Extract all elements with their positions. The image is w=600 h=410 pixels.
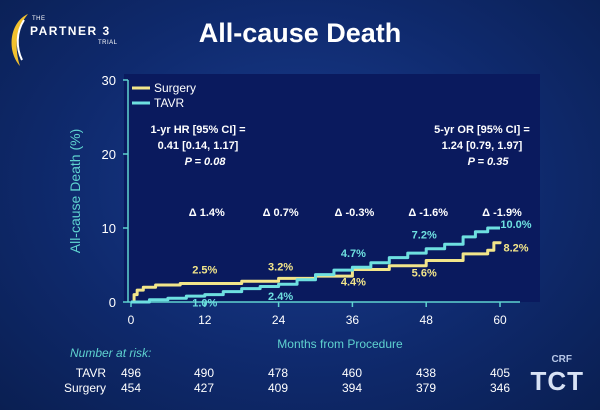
- delta-label: Δ -0.3%: [335, 207, 375, 219]
- risk-value: 490: [193, 366, 215, 380]
- risk-row-label: Surgery: [63, 381, 106, 395]
- risk-row-tavr: TAVR 496 490 478 460 438 405: [0, 366, 600, 380]
- delta-label: Δ -1.9%: [482, 207, 522, 219]
- delta-label: Δ 0.7%: [263, 207, 299, 219]
- risk-value: 346: [489, 381, 511, 395]
- risk-value: 405: [489, 366, 511, 380]
- risk-value: 394: [341, 381, 363, 395]
- logo-swoosh-icon: [11, 14, 28, 66]
- x-tick-label: 60: [493, 313, 507, 327]
- data-label: 2.4%: [268, 291, 293, 303]
- tct-text: TCT: [530, 366, 584, 396]
- chart-title: All-cause Death: [198, 18, 402, 48]
- legend: Surgery TAVR: [132, 81, 196, 110]
- partner3-logo: THE PARTNER 3 TRIAL: [6, 8, 126, 78]
- risk-table-title: Number at risk:: [70, 346, 152, 360]
- stat-left-line2: 0.41 [0.14, 1.17]: [158, 140, 239, 152]
- tavr-line: [131, 226, 500, 304]
- risk-row-label: TAVR: [75, 366, 106, 380]
- risk-value: 478: [267, 366, 289, 380]
- risk-value: 438: [415, 366, 437, 380]
- logo-partner: PARTNER 3: [30, 24, 111, 38]
- crf-text: CRF: [551, 354, 572, 365]
- data-label: 1.0%: [192, 298, 217, 310]
- data-label: 5.6%: [412, 268, 437, 280]
- risk-value: 379: [415, 381, 437, 395]
- y-tick-label: 30: [102, 73, 116, 88]
- stat-left-line1: 1-yr HR [95% CI] =: [150, 124, 245, 136]
- x-tick-label: 48: [420, 313, 434, 327]
- x-tick-label: 12: [198, 313, 212, 327]
- crf-tct-logo: CRF TCT: [522, 350, 594, 406]
- risk-row-surgery: Surgery 454 427 409 394 379 346: [0, 381, 600, 395]
- risk-value: 409: [267, 381, 289, 395]
- data-label: 8.2%: [503, 242, 528, 254]
- logo-trial: TRIAL: [98, 40, 118, 46]
- legend-label-tavr: TAVR: [154, 96, 185, 110]
- x-tick-label: 36: [346, 313, 360, 327]
- stat-left-line3: P = 0.08: [185, 156, 227, 168]
- plot-area: [124, 74, 540, 302]
- y-axis-label: All-cause Death (%): [67, 129, 83, 254]
- legend-label-surgery: Surgery: [154, 81, 196, 95]
- data-label: 3.2%: [268, 261, 293, 273]
- risk-value: 496: [120, 366, 142, 380]
- risk-value: 460: [341, 366, 363, 380]
- x-tick-label: 24: [272, 313, 286, 327]
- x-axis-label: Months from Procedure: [277, 337, 403, 351]
- y-tick-label: 0: [109, 295, 116, 310]
- delta-label: Δ -1.6%: [408, 207, 448, 219]
- data-label: 4.4%: [341, 276, 366, 288]
- y-tick-label: 20: [102, 147, 116, 162]
- delta-label: Δ 1.4%: [189, 207, 225, 219]
- logo-the: THE: [32, 16, 46, 22]
- stat-right-line3: P = 0.35: [468, 156, 510, 168]
- y-tick-label: 10: [102, 221, 116, 236]
- x-tick-label: 0: [128, 313, 135, 327]
- data-label: 7.2%: [412, 230, 437, 242]
- risk-value: 454: [120, 381, 142, 395]
- stat-right-line2: 1.24 [0.79, 1.97]: [442, 140, 523, 152]
- risk-value: 427: [193, 381, 215, 395]
- data-label: 10.0%: [500, 219, 531, 231]
- data-label: 4.7%: [341, 248, 366, 260]
- data-label: 2.5%: [192, 265, 217, 277]
- stat-right-line1: 5-yr OR [95% CI] =: [434, 124, 530, 136]
